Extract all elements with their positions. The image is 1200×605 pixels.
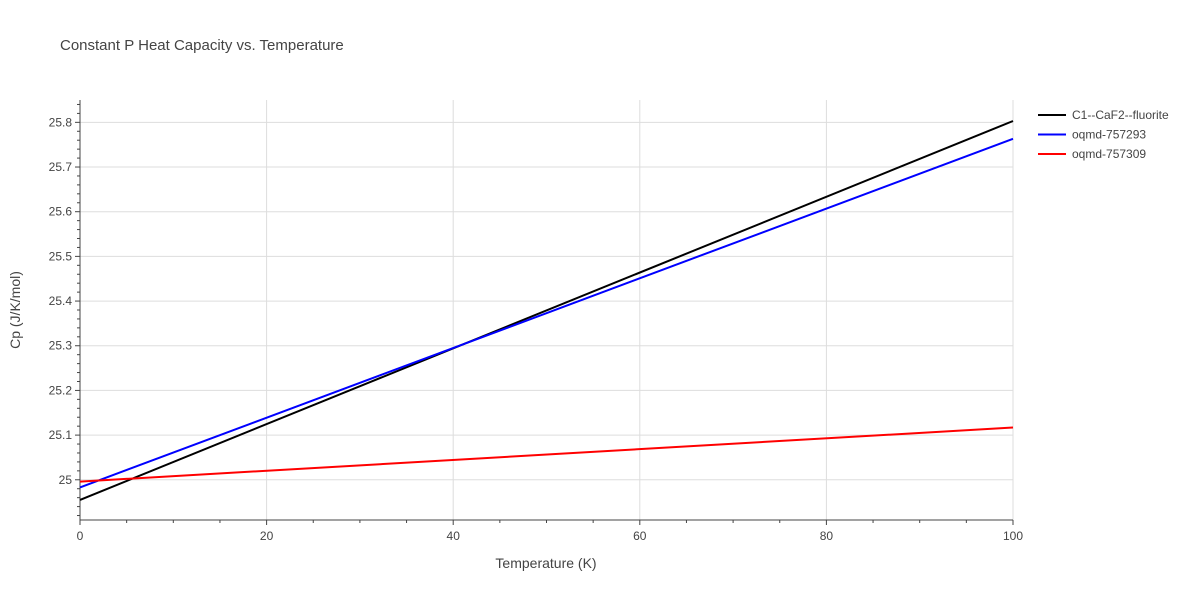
grid (80, 100, 1014, 520)
y-tick-label: 25.7 (49, 160, 73, 174)
y-tick-label: 25.8 (49, 115, 73, 129)
y-tick-label: 25 (59, 473, 73, 487)
x-tick-label: 100 (1003, 529, 1023, 543)
series-line (79, 426, 1014, 483)
legend-label: oqmd-757293 (1072, 128, 1146, 142)
legend[interactable]: C1--CaF2--fluorite oqmd-757293 oqmd-757309 (1038, 108, 1169, 161)
y-tick-label: 25.1 (49, 428, 73, 442)
x-tick-label: 60 (633, 529, 647, 543)
x-tick-label: 80 (820, 529, 834, 543)
legend-item[interactable]: C1--CaF2--fluorite (1038, 108, 1169, 122)
x-axis-title: Temperature (K) (495, 555, 596, 571)
x-tick-label: 40 (447, 529, 461, 543)
legend-item[interactable]: oqmd-757293 (1038, 128, 1146, 142)
y-tick-label: 25.3 (49, 339, 73, 353)
series-lines (79, 120, 1014, 501)
y-tick-label: 25.4 (49, 294, 73, 308)
y-tick-label: 25.6 (49, 205, 73, 219)
legend-item[interactable]: oqmd-757309 (1038, 147, 1146, 161)
series-line (79, 120, 1014, 501)
y-tick-label: 25.5 (49, 249, 73, 263)
y-axis-title: Cp (J/K/mol) (7, 271, 23, 349)
y-tick-label: 25.2 (49, 383, 73, 397)
chart-title: Constant P Heat Capacity vs. Temperature (60, 37, 344, 54)
series-line (79, 137, 1014, 489)
legend-label: oqmd-757309 (1072, 147, 1146, 161)
axes: 0 20 40 60 80 100 25 25.1 25.2 25.3 25.4 25.5 25.6 25… (49, 100, 1023, 543)
x-tick-label: 0 (77, 529, 84, 543)
legend-label: C1--CaF2--fluorite (1072, 108, 1169, 122)
x-tick-label: 20 (260, 529, 274, 543)
